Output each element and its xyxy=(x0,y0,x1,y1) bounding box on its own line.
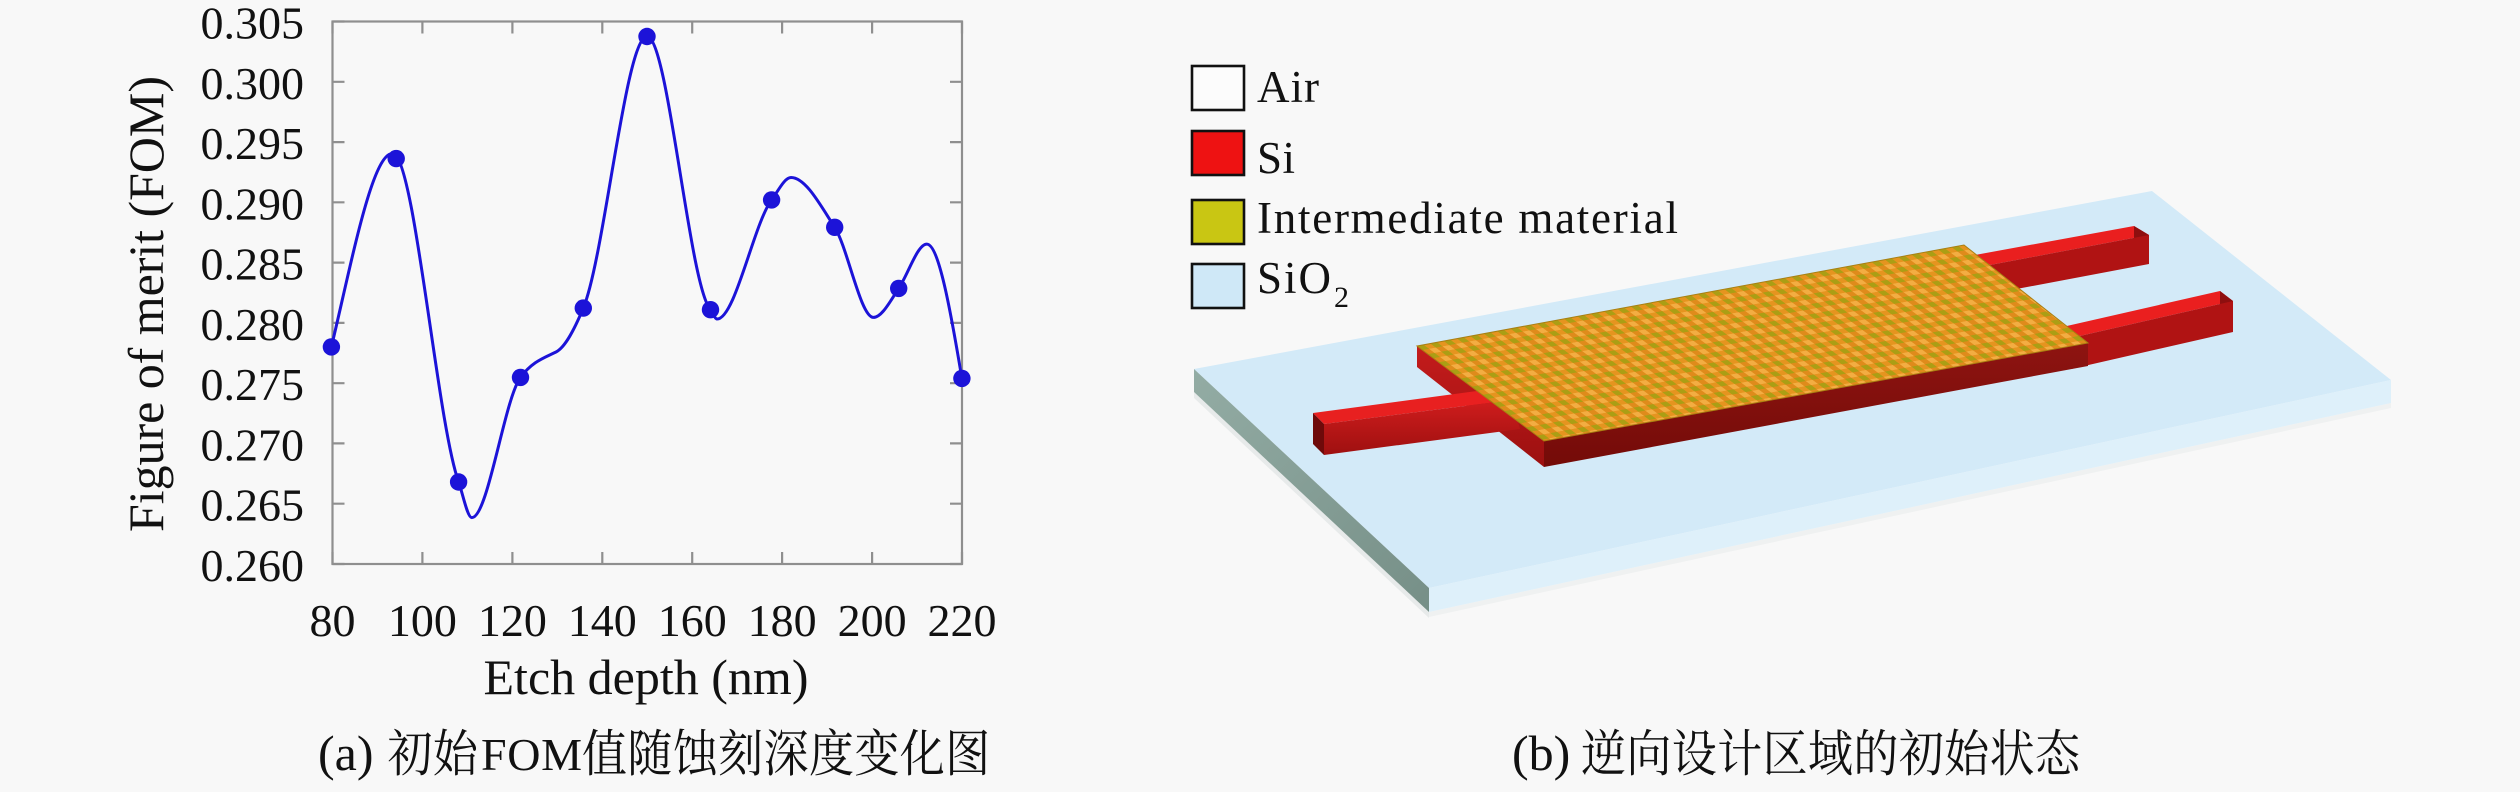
svg-text:180: 180 xyxy=(748,595,817,646)
svg-text:Si: Si xyxy=(1257,133,1295,183)
svg-text:0.270: 0.270 xyxy=(201,419,305,470)
svg-text:120: 120 xyxy=(478,595,547,646)
svg-text:(b): (b) xyxy=(1512,725,1570,781)
svg-text:0.300: 0.300 xyxy=(201,58,305,109)
svg-text:2: 2 xyxy=(1334,281,1349,314)
svg-text:(a): (a) xyxy=(318,725,374,781)
svg-text:0.275: 0.275 xyxy=(201,359,305,410)
svg-text:0.260: 0.260 xyxy=(201,540,305,591)
svg-text:0.290: 0.290 xyxy=(201,178,305,229)
svg-text:Etch depth (nm): Etch depth (nm) xyxy=(484,649,809,705)
svg-text:0.280: 0.280 xyxy=(201,299,305,350)
svg-text:80: 80 xyxy=(310,595,356,646)
svg-text:0.295: 0.295 xyxy=(201,118,305,169)
svg-text:0.265: 0.265 xyxy=(201,480,305,531)
svg-text:220: 220 xyxy=(928,595,997,646)
svg-text:Figure of merit (FOM): Figure of merit (FOM) xyxy=(118,76,174,532)
svg-text:0.305: 0.305 xyxy=(201,0,305,49)
svg-text:Intermediate material: Intermediate material xyxy=(1257,193,1678,243)
svg-text:Air: Air xyxy=(1257,62,1319,112)
svg-text:FOM: FOM xyxy=(481,729,582,780)
svg-text:SiO: SiO xyxy=(1257,253,1331,303)
svg-text:100: 100 xyxy=(388,595,457,646)
svg-text:140: 140 xyxy=(568,595,637,646)
svg-text:200: 200 xyxy=(838,595,907,646)
svg-text:0.285: 0.285 xyxy=(201,239,305,290)
svg-text:160: 160 xyxy=(658,595,727,646)
